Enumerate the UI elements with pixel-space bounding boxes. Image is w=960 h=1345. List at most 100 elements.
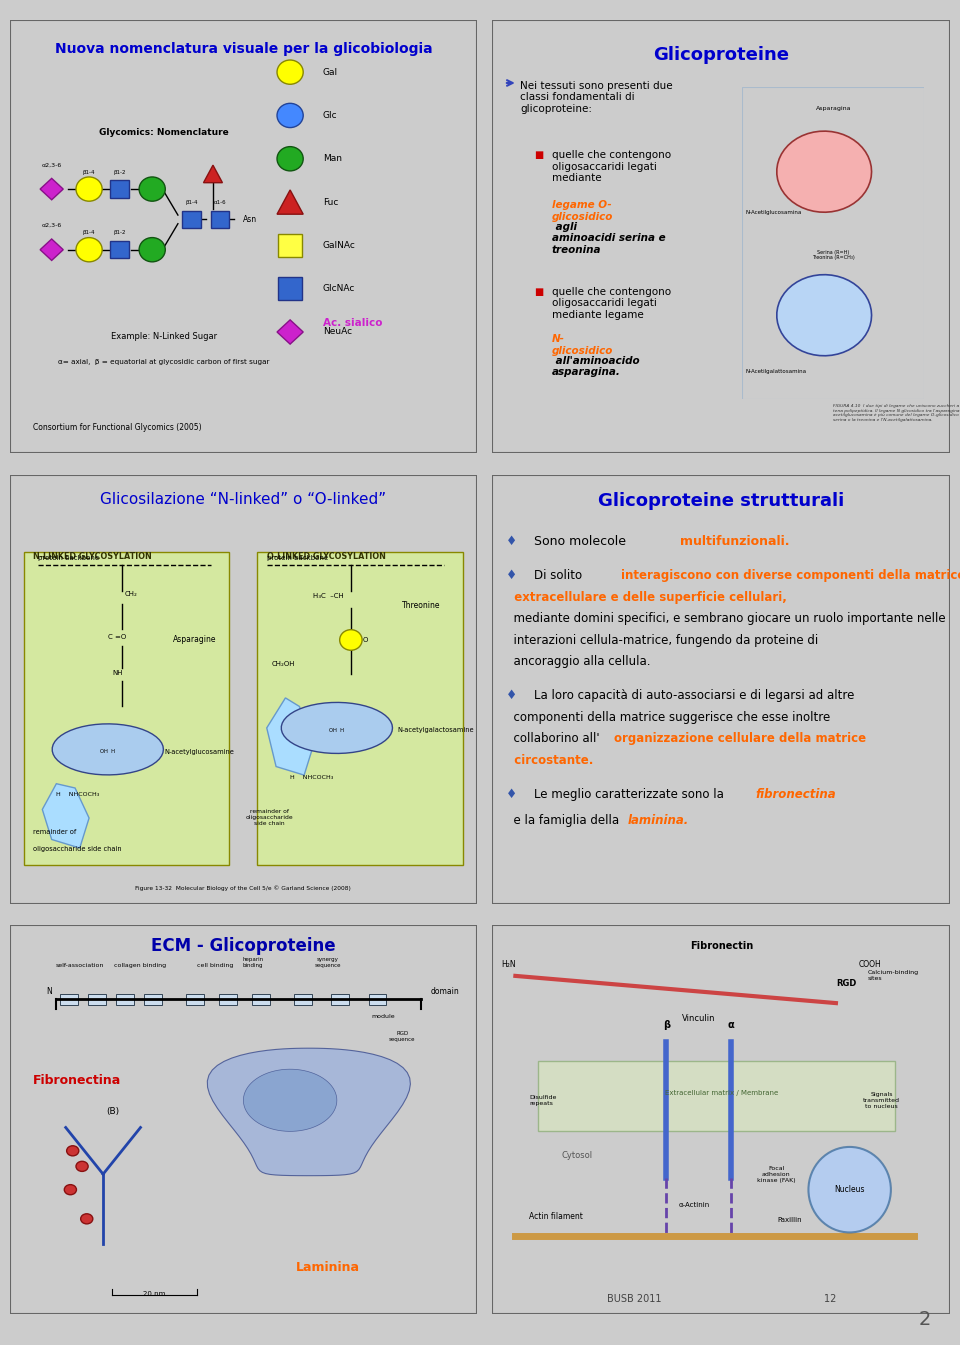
Text: N-acetylgalactosamine: N-acetylgalactosamine [397, 728, 474, 733]
Text: Extracellular matrix / Membrane: Extracellular matrix / Membrane [665, 1089, 778, 1096]
Polygon shape [777, 130, 872, 213]
Text: GalNAc: GalNAc [323, 241, 356, 250]
Text: β1-4: β1-4 [83, 230, 95, 235]
Text: H    NHCOCH₃: H NHCOCH₃ [290, 775, 333, 780]
Polygon shape [277, 320, 303, 344]
Text: ancoraggio alla cellula.: ancoraggio alla cellula. [506, 655, 651, 668]
Text: RGD
sequence: RGD sequence [389, 1032, 416, 1042]
Bar [277, 234, 302, 257]
Polygon shape [40, 179, 63, 200]
Circle shape [76, 1161, 88, 1171]
Text: Glycomics: Nomenclature: Glycomics: Nomenclature [99, 128, 228, 137]
Polygon shape [244, 1069, 337, 1131]
Circle shape [66, 1146, 79, 1155]
Text: Nuova nomenclatura visuale per la glicobiologia: Nuova nomenclatura visuale per la glicob… [55, 42, 432, 56]
Text: NH: NH [112, 670, 122, 677]
Text: N-acetylglucosamine: N-acetylglucosamine [164, 749, 233, 755]
Text: module: module [372, 1014, 396, 1018]
Polygon shape [52, 724, 163, 775]
Text: Ac. sialico: Ac. sialico [323, 319, 382, 328]
Text: Disulfide
repeats: Disulfide repeats [529, 1095, 557, 1106]
Text: β: β [663, 1021, 670, 1030]
Text: Calcium-binding
sites: Calcium-binding sites [868, 971, 919, 982]
Bar [210, 211, 229, 229]
Text: collagen binding: collagen binding [114, 963, 167, 968]
Text: e la famiglia della: e la famiglia della [506, 814, 623, 827]
Bar [110, 180, 129, 198]
Bar [116, 994, 134, 1005]
Text: Example: N-Linked Sugar: Example: N-Linked Sugar [110, 332, 217, 340]
Text: Di solito: Di solito [534, 569, 586, 582]
Polygon shape [40, 239, 63, 261]
Polygon shape [204, 165, 223, 183]
Text: La loro capacità di auto-associarsi e di legarsi ad altre: La loro capacità di auto-associarsi e di… [534, 689, 854, 702]
Text: α1-6: α1-6 [214, 200, 227, 204]
Text: NeuAc: NeuAc [323, 327, 352, 336]
Bar [110, 241, 129, 258]
Text: Paxillin: Paxillin [778, 1217, 803, 1223]
Text: Nucleus: Nucleus [834, 1185, 865, 1194]
Text: all'aminoacido
asparagina.: all'aminoacido asparagina. [552, 356, 639, 378]
Text: synergy
sequence: synergy sequence [314, 958, 341, 968]
Text: ♦: ♦ [506, 788, 517, 802]
Bar [60, 994, 78, 1005]
Text: interagiscono con diverse componenti della matrice: interagiscono con diverse componenti del… [621, 569, 960, 582]
Bar [88, 994, 106, 1005]
Text: Fibronectin: Fibronectin [690, 941, 753, 951]
Text: Serina (R=H)
Treonina (R=CH₃): Serina (R=H) Treonina (R=CH₃) [812, 250, 854, 261]
Text: RGD: RGD [836, 979, 856, 989]
Text: O-LINKED GLYCOSYLATION: O-LINKED GLYCOSYLATION [267, 551, 386, 561]
Circle shape [76, 178, 102, 202]
Text: Glicoproteine: Glicoproteine [654, 46, 789, 65]
Text: legame O-
glicosidico: legame O- glicosidico [552, 200, 613, 222]
Text: Nei tessuti sono presenti due
classi fondamentali di
glicoproteine:: Nei tessuti sono presenti due classi fon… [520, 81, 673, 114]
Bar [277, 277, 302, 300]
Text: N-
glicosidico: N- glicosidico [552, 334, 613, 356]
Circle shape [81, 1213, 93, 1224]
Bar [144, 994, 162, 1005]
Text: α: α [728, 1021, 734, 1030]
Polygon shape [207, 1048, 410, 1176]
Bar [252, 994, 270, 1005]
Circle shape [64, 1185, 77, 1194]
Text: O: O [363, 638, 368, 643]
Text: protein backbone: protein backbone [267, 554, 328, 561]
Text: Glicoproteine strutturali: Glicoproteine strutturali [598, 492, 845, 510]
Text: collaborino all': collaborino all' [506, 732, 600, 745]
Circle shape [76, 238, 102, 262]
Text: Man: Man [323, 155, 342, 163]
Bar [182, 211, 202, 229]
Text: Gal: Gal [323, 67, 338, 77]
Text: self-association: self-association [56, 963, 104, 968]
Text: quelle che contengono
oligosaccaridi legati
mediante: quelle che contengono oligosaccaridi leg… [552, 151, 671, 183]
Text: ECM - Glicoproteine: ECM - Glicoproteine [151, 937, 336, 955]
Circle shape [139, 178, 165, 202]
Text: Figure 13-32  Molecular Biology of the Cell 5/e © Garland Science (2008): Figure 13-32 Molecular Biology of the Ce… [135, 885, 351, 890]
FancyBboxPatch shape [24, 551, 229, 865]
Bar [186, 994, 204, 1005]
Text: oligosaccharide side chain: oligosaccharide side chain [33, 846, 122, 851]
Text: domain: domain [430, 987, 459, 995]
Text: β1-2: β1-2 [113, 230, 126, 235]
Text: Cytosol: Cytosol [562, 1151, 592, 1159]
Bar [539, 1061, 896, 1131]
Text: N: N [46, 987, 52, 995]
Text: cell binding: cell binding [197, 963, 233, 968]
Circle shape [277, 61, 303, 85]
Text: Actin filament: Actin filament [529, 1212, 583, 1221]
Circle shape [340, 629, 362, 650]
Text: Le meglio caratterizzate sono la: Le meglio caratterizzate sono la [534, 788, 728, 802]
Text: ■: ■ [534, 151, 543, 160]
Text: α= axial,  β = equatorial at glycosidic carbon of first sugar: α= axial, β = equatorial at glycosidic c… [59, 359, 270, 366]
Text: circostante.: circostante. [506, 753, 593, 767]
Text: ♦: ♦ [506, 535, 517, 547]
Bar [369, 994, 387, 1005]
Text: N-LINKED GLYCOSYLATION: N-LINKED GLYCOSYLATION [33, 551, 152, 561]
Text: ■: ■ [534, 286, 543, 296]
Text: 2: 2 [919, 1310, 931, 1329]
Text: BUSB 2011                                                    12: BUSB 2011 12 [607, 1294, 836, 1305]
Text: Focal
adhesion
kinase (FAK): Focal adhesion kinase (FAK) [757, 1166, 796, 1184]
Text: agli
aminoacidi serina e
treonina: agli aminoacidi serina e treonina [552, 222, 665, 254]
Text: componenti della matrice suggerisce che esse inoltre: componenti della matrice suggerisce che … [506, 710, 830, 724]
Bar [331, 994, 349, 1005]
